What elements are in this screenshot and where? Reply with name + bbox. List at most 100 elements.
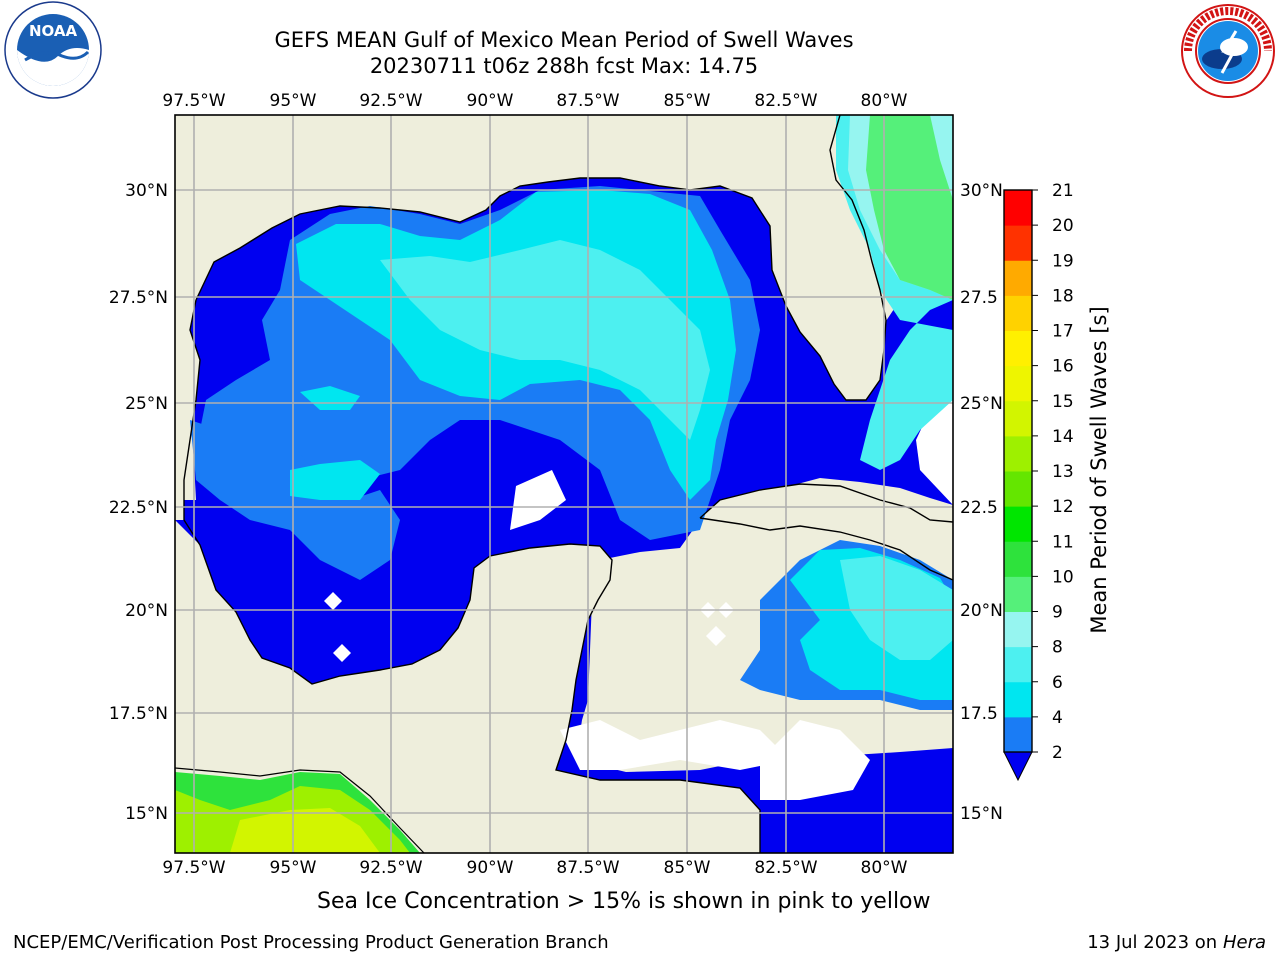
svg-text:NOAA: NOAA: [29, 22, 78, 40]
colorbar-segment: [1004, 681, 1032, 718]
colorbar-tick-label: 18: [1052, 286, 1074, 306]
lon-label: 85°W: [664, 91, 711, 111]
colorbar-tick-label: 13: [1052, 462, 1074, 482]
colorbar-label: Mean Period of Swell Waves [s]: [1087, 306, 1111, 633]
colorbar-tick-label: 11: [1052, 532, 1074, 552]
lat-label: 27.5°N: [109, 288, 168, 308]
nodata-island-a: [324, 592, 342, 610]
map-frame: [174, 114, 954, 854]
colorbar-segment: [1004, 190, 1032, 226]
lat-label: 17.5: [960, 704, 998, 724]
gulf-swell-8s: [380, 240, 710, 440]
lon-label: 97.5°W: [162, 858, 225, 878]
lat-label: 25°N: [125, 394, 168, 414]
noaa-logo: NOAA: [4, 1, 102, 99]
coastline: [195, 115, 887, 401]
colorbar-segment: [1004, 541, 1032, 577]
colorbar-segment: [1004, 611, 1032, 648]
lat-labels-right: 30°N 27.5 25°N 22.5 20°N 17.5 15°N: [960, 181, 1003, 824]
colorbar-tick-label: 15: [1052, 392, 1074, 412]
lon-label: 97.5°W: [162, 91, 225, 111]
colorbar-tick-label: 6: [1052, 673, 1063, 693]
lon-label: 92.5°W: [359, 91, 422, 111]
west-swell-6s-b: [300, 386, 360, 410]
colorbar-segment: [1004, 330, 1032, 367]
colorbar-segment: [1004, 260, 1032, 296]
sea-ice-note: Sea Ice Concentration > 15% is shown in …: [317, 889, 931, 914]
lat-labels-left: 30°N 27.5°N 25°N 22.5°N 20°N 17.5°N 15°N: [109, 181, 168, 824]
lon-label: 87.5°W: [556, 91, 619, 111]
lon-label: 80°W: [861, 858, 908, 878]
colorbar-tick-label: 14: [1052, 427, 1074, 447]
lon-labels-bottom: 97.5°W 95°W 92.5°W 90°W 87.5°W 85°W 82.5°W 80°W: [162, 858, 907, 878]
nodata-yucatan: [510, 470, 566, 530]
west-swell-6s: [290, 460, 380, 500]
atlantic-swell-10s: [866, 115, 953, 300]
host-name: Hera: [1222, 932, 1266, 953]
lat-label: 22.5°N: [109, 498, 168, 518]
lon-label: 90°W: [467, 858, 514, 878]
colorbar-segment: [1004, 716, 1032, 753]
lat-label: 20°N: [960, 601, 1003, 621]
colorbar-segment: [1004, 435, 1032, 472]
colorbar-segment: [1004, 225, 1032, 261]
nodata-island-b: [333, 644, 351, 662]
lon-labels-top: 97.5°W 95°W 92.5°W 90°W 87.5°W 85°W 82.5°W 80°W: [162, 91, 907, 111]
branch-credit: NCEP/EMC/Verification Post Processing Pr…: [13, 932, 609, 953]
lon-label: 82.5°W: [754, 858, 817, 878]
nodata-caribbean-east: [760, 720, 870, 800]
caribbean-swell-8s: [840, 556, 953, 660]
coastline-cuba: [699, 483, 953, 581]
colorbar: 2 4 6 8 9 10 11 12 13 14 15 16 17 18 19 20 21: [1003, 181, 1074, 782]
colorbar-tick-label: 4: [1052, 708, 1063, 728]
coastline-mexico-west: [183, 299, 201, 520]
colorbar-tick-label: 12: [1052, 497, 1074, 517]
graticule: [175, 115, 953, 853]
map-subtitle: 20230711 t06z 288h fcst Max: 14.75: [369, 54, 759, 78]
lon-label: 95°W: [270, 91, 317, 111]
lon-label: 80°W: [861, 91, 908, 111]
colorbar-segment: [1004, 576, 1032, 612]
colorbar-segment: [1004, 400, 1032, 437]
colorbar-tick-label: 21: [1052, 181, 1074, 201]
lon-label: 82.5°W: [754, 91, 817, 111]
west-swell-4s: [190, 420, 400, 580]
lat-label: 30°N: [125, 181, 168, 201]
colorbar-segment: [1004, 646, 1032, 683]
atlantic-gap: [916, 400, 953, 505]
colorbar-tick-label: 9: [1052, 603, 1063, 623]
colorbar-tick-label: 20: [1052, 216, 1074, 236]
lat-label: 17.5°N: [109, 704, 168, 724]
cuba-land: [700, 484, 953, 580]
nodata-honduras: [560, 720, 790, 770]
colorbar-extend-arrow: [1003, 751, 1033, 782]
colorbar-tick-label: 8: [1052, 638, 1063, 658]
lon-label: 95°W: [270, 858, 317, 878]
colorbar-tick-label: 16: [1052, 357, 1074, 377]
colorbar-segment: [1004, 471, 1032, 507]
coastline-central-america: [175, 767, 425, 853]
pacific-swell-13s: [230, 808, 380, 853]
colorbar-tick-label: 10: [1052, 567, 1074, 587]
map-title: GEFS MEAN Gulf of Mexico Mean Period of …: [274, 28, 854, 52]
run-date-text: 13 Jul 2023 on: [1087, 932, 1218, 953]
lon-label: 85°W: [664, 858, 711, 878]
coastline-mexico: [183, 519, 761, 853]
lat-label: 27.5: [960, 288, 998, 308]
nodata-island-e: [706, 626, 726, 646]
colorbar-segment: [1004, 506, 1032, 542]
colorbar-tick-label: 2: [1052, 743, 1063, 763]
map-field: [175, 115, 953, 853]
lat-label: 22.5: [960, 498, 998, 518]
run-date: 13 Jul 2023 on Hera: [1087, 932, 1266, 953]
mexico-land: [175, 520, 760, 853]
lon-label: 92.5°W: [359, 858, 422, 878]
lat-label: 15°N: [125, 804, 168, 824]
us-land: [175, 115, 886, 520]
colorbar-segment: [1004, 365, 1032, 402]
lat-label: 15°N: [960, 804, 1003, 824]
colorbar-tick-label: 17: [1052, 322, 1074, 342]
colorbar-tick-label: 19: [1052, 251, 1074, 271]
lat-label: 30°N: [960, 181, 1003, 201]
